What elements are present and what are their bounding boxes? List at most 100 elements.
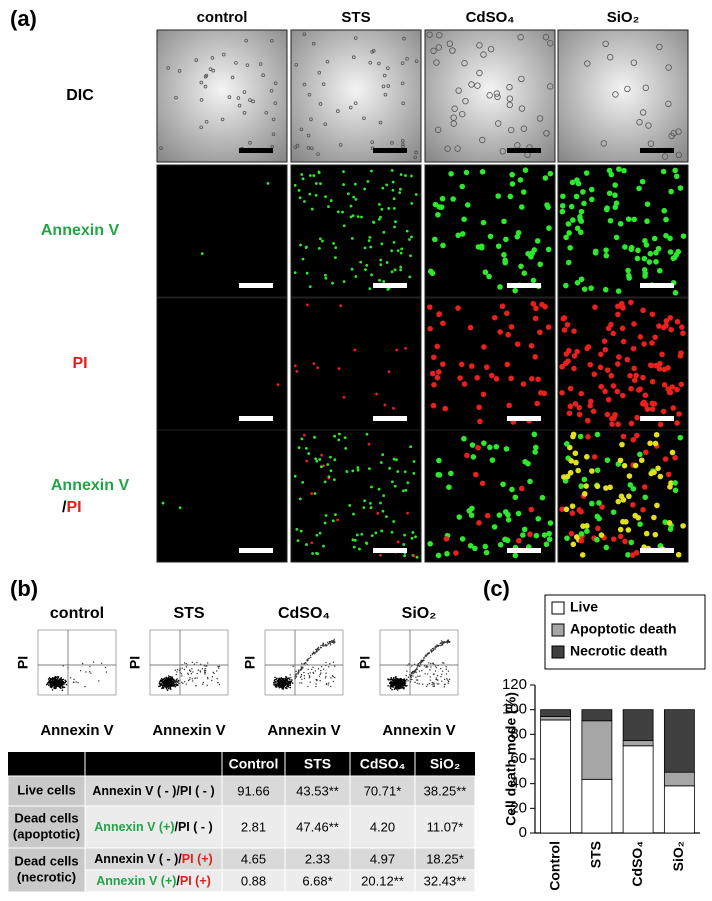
event bbox=[47, 681, 49, 684]
cell bbox=[680, 330, 686, 336]
cell bbox=[518, 263, 524, 270]
table-cell: 91.66 bbox=[237, 783, 270, 798]
event bbox=[447, 680, 450, 683]
cell bbox=[505, 331, 511, 338]
cell bbox=[542, 303, 548, 310]
cell bbox=[393, 484, 397, 488]
cell bbox=[314, 457, 318, 461]
event bbox=[333, 638, 335, 641]
cell bbox=[401, 144, 405, 149]
event bbox=[172, 681, 175, 684]
cell bbox=[451, 105, 458, 112]
cell bbox=[652, 531, 659, 538]
event bbox=[319, 673, 321, 676]
cell bbox=[626, 473, 633, 479]
cell bbox=[562, 360, 569, 367]
event bbox=[416, 668, 418, 670]
cell bbox=[672, 454, 678, 461]
cell bbox=[352, 195, 356, 199]
cell bbox=[440, 242, 446, 249]
event bbox=[445, 668, 447, 670]
event bbox=[390, 676, 392, 679]
event bbox=[199, 663, 202, 665]
x-tick-label: SiO₂ bbox=[670, 841, 686, 871]
cell bbox=[476, 520, 482, 526]
cell bbox=[666, 520, 673, 526]
cell bbox=[363, 187, 367, 191]
cell bbox=[377, 61, 381, 66]
event bbox=[393, 688, 396, 691]
event bbox=[429, 676, 432, 678]
event bbox=[443, 678, 446, 681]
event bbox=[55, 681, 58, 683]
group-cell bbox=[7, 847, 86, 893]
cell bbox=[484, 512, 491, 519]
cell bbox=[315, 459, 319, 463]
event bbox=[282, 679, 285, 681]
event bbox=[174, 681, 177, 683]
cell bbox=[614, 388, 621, 395]
cell bbox=[364, 268, 367, 272]
cell bbox=[603, 247, 609, 253]
event bbox=[84, 685, 86, 688]
cell bbox=[495, 193, 501, 199]
marker-label: Annexin V (+)/PI ( - ) bbox=[94, 820, 212, 834]
cell bbox=[381, 84, 386, 89]
event bbox=[440, 667, 442, 670]
event bbox=[441, 641, 444, 643]
cell bbox=[657, 473, 664, 480]
cell bbox=[320, 453, 324, 457]
table-cell: 4.20 bbox=[370, 819, 395, 834]
cell bbox=[393, 268, 397, 272]
event bbox=[435, 677, 438, 679]
event bbox=[416, 682, 418, 684]
cell bbox=[430, 402, 437, 409]
event bbox=[216, 678, 218, 680]
cell bbox=[589, 196, 595, 203]
cell bbox=[509, 486, 515, 493]
cell bbox=[392, 207, 396, 210]
cell bbox=[603, 252, 610, 259]
cell bbox=[575, 180, 582, 187]
event bbox=[300, 673, 303, 676]
cell bbox=[379, 215, 382, 219]
cell bbox=[305, 459, 309, 463]
cell bbox=[652, 334, 658, 341]
cell bbox=[242, 90, 247, 94]
event bbox=[59, 682, 61, 684]
cell bbox=[533, 305, 539, 312]
column-header: control bbox=[197, 9, 248, 26]
event bbox=[160, 683, 163, 685]
cell bbox=[367, 239, 371, 243]
cell bbox=[406, 481, 410, 485]
event bbox=[173, 684, 175, 687]
cell bbox=[665, 100, 672, 108]
cell bbox=[487, 45, 495, 53]
cell bbox=[489, 457, 496, 463]
cell bbox=[387, 207, 391, 210]
event bbox=[403, 687, 405, 690]
event bbox=[416, 666, 419, 668]
event bbox=[187, 679, 190, 682]
cell bbox=[319, 182, 322, 186]
event bbox=[191, 680, 194, 682]
cell bbox=[654, 502, 660, 509]
cell bbox=[564, 441, 570, 447]
cell bbox=[610, 509, 617, 515]
event bbox=[413, 670, 416, 673]
cell bbox=[464, 202, 471, 208]
group-label: Live cells bbox=[17, 782, 76, 797]
event bbox=[49, 678, 52, 681]
cell bbox=[337, 367, 341, 370]
event bbox=[430, 649, 432, 651]
scale-bar bbox=[373, 283, 407, 288]
event bbox=[79, 670, 82, 672]
event bbox=[279, 685, 281, 687]
cell bbox=[517, 34, 524, 41]
cell bbox=[386, 84, 391, 88]
cell bbox=[630, 436, 637, 443]
event bbox=[430, 662, 432, 665]
event bbox=[411, 678, 413, 681]
cell bbox=[563, 506, 570, 513]
cell bbox=[327, 205, 330, 209]
